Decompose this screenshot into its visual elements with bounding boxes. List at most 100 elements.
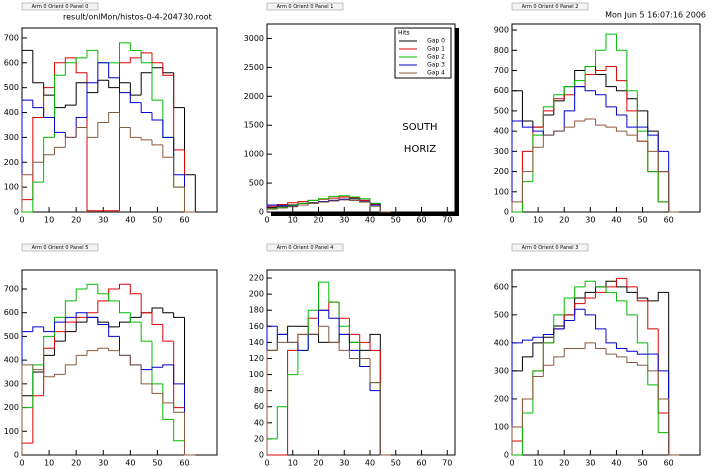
histogram-bin (140, 102, 152, 114)
histogram-bin (276, 406, 288, 439)
histogram-bin (276, 207, 288, 210)
histogram-bin (97, 347, 109, 351)
histogram-bin (636, 351, 648, 355)
histogram-bin (328, 326, 340, 343)
x-tick-label: 10 (44, 216, 54, 225)
histogram-bin (605, 33, 617, 51)
x-tick-label: 60 (179, 216, 189, 225)
histogram-bin (64, 316, 77, 323)
annotation: SOUTH (402, 122, 437, 133)
x-tick-label: 50 (152, 216, 162, 225)
histogram-bin (626, 131, 638, 136)
histogram-bin (287, 349, 298, 455)
y-tick-label: 0 (259, 208, 264, 217)
histogram-bin (86, 283, 98, 289)
y-tick-label: 100 (494, 187, 509, 196)
histogram-bin (595, 119, 606, 126)
histogram-bin (97, 121, 109, 138)
histogram-bin (605, 286, 617, 293)
histogram-bin (43, 154, 55, 163)
frame (511, 23, 701, 213)
histogram-bin (32, 326, 44, 332)
histogram-bin (511, 120, 523, 212)
histogram-bin (32, 364, 44, 371)
histogram-bin (86, 127, 98, 138)
histogram-bin (140, 72, 152, 96)
x-tick-label: 40 (611, 216, 621, 225)
histogram-bin (348, 350, 360, 359)
histogram-bin (338, 318, 350, 335)
histogram-bin (532, 336, 544, 341)
x-tick-label: 30 (339, 459, 349, 468)
histogram-bin (119, 350, 131, 356)
histogram-bin (615, 106, 627, 116)
histogram-bin (318, 325, 329, 335)
y-tick-label: 500 (494, 310, 509, 319)
histogram-bin (511, 342, 523, 455)
histogram-bin (129, 284, 142, 295)
histogram-bin (266, 349, 278, 455)
histogram-bin (338, 196, 350, 199)
x-tick-label: 50 (152, 459, 162, 468)
histogram-bin (328, 200, 340, 203)
histogram-bin (64, 57, 77, 63)
panel-title-box (511, 243, 589, 252)
histogram-bin (584, 280, 596, 287)
histogram-bin (657, 151, 669, 173)
histogram-bin (647, 300, 659, 330)
panel-title: Arm 0 Orient 0 Panel 2 (522, 4, 579, 10)
y-tick-label: 900 (494, 26, 509, 35)
histogram-bin (657, 384, 669, 434)
histogram-bin (119, 321, 131, 327)
y-tick-label: 180 (249, 306, 264, 315)
histogram-bin (287, 325, 298, 335)
histogram-bin (97, 300, 109, 313)
histogram-bin (553, 328, 565, 335)
histogram-bin (605, 280, 617, 287)
y-tick-label: 0 (14, 451, 19, 460)
histogram-bin (574, 80, 586, 87)
x-tick-label: 0 (19, 459, 24, 468)
histogram-bin (626, 50, 638, 92)
histogram-bin (532, 370, 544, 413)
histogram-bin (605, 348, 617, 355)
histogram-bin (297, 333, 309, 343)
panel-title-box (266, 243, 344, 252)
y-tick-label: 700 (4, 284, 19, 293)
legend-box (394, 27, 452, 79)
histogram-bin (64, 62, 77, 76)
panel-title: Arm 0 Orient 0 Panel 3 (522, 245, 579, 251)
histogram-bin (595, 49, 606, 67)
x-tick-label: 0 (264, 216, 269, 225)
histogram-bin (338, 199, 350, 202)
histogram-bin (318, 201, 329, 204)
y-tick-label: 0 (259, 451, 264, 460)
legend-label: Gap 3 (427, 62, 445, 69)
x-tick-label: 20 (71, 216, 81, 225)
histogram-bin (108, 62, 120, 79)
x-tick-label: 30 (585, 216, 595, 225)
y-tick-label: 200 (4, 403, 19, 412)
histogram-bin (276, 205, 288, 207)
histogram-bin (64, 300, 77, 318)
histogram-bin (162, 144, 174, 158)
histogram-bin (140, 293, 152, 314)
histogram-bin (532, 146, 544, 172)
histogram-bin (542, 106, 554, 136)
y-tick-label: 500 (4, 332, 19, 341)
histogram-bin (54, 321, 66, 332)
histogram-bin (626, 114, 638, 128)
histogram-bin (348, 195, 360, 198)
x-tick-label: 40 (125, 216, 135, 225)
histogram-bin (119, 42, 131, 63)
histogram-bin (584, 309, 596, 316)
histogram-bin (287, 206, 298, 208)
legend-label: Gap 2 (427, 54, 445, 61)
panel-title-box (511, 2, 589, 11)
histogram-bin (276, 341, 288, 351)
histogram-bin (276, 326, 288, 335)
histogram-bin (328, 195, 340, 199)
y-tick-label: 300 (4, 133, 19, 142)
histogram-bin (43, 369, 55, 378)
histogram-bin (151, 307, 163, 313)
